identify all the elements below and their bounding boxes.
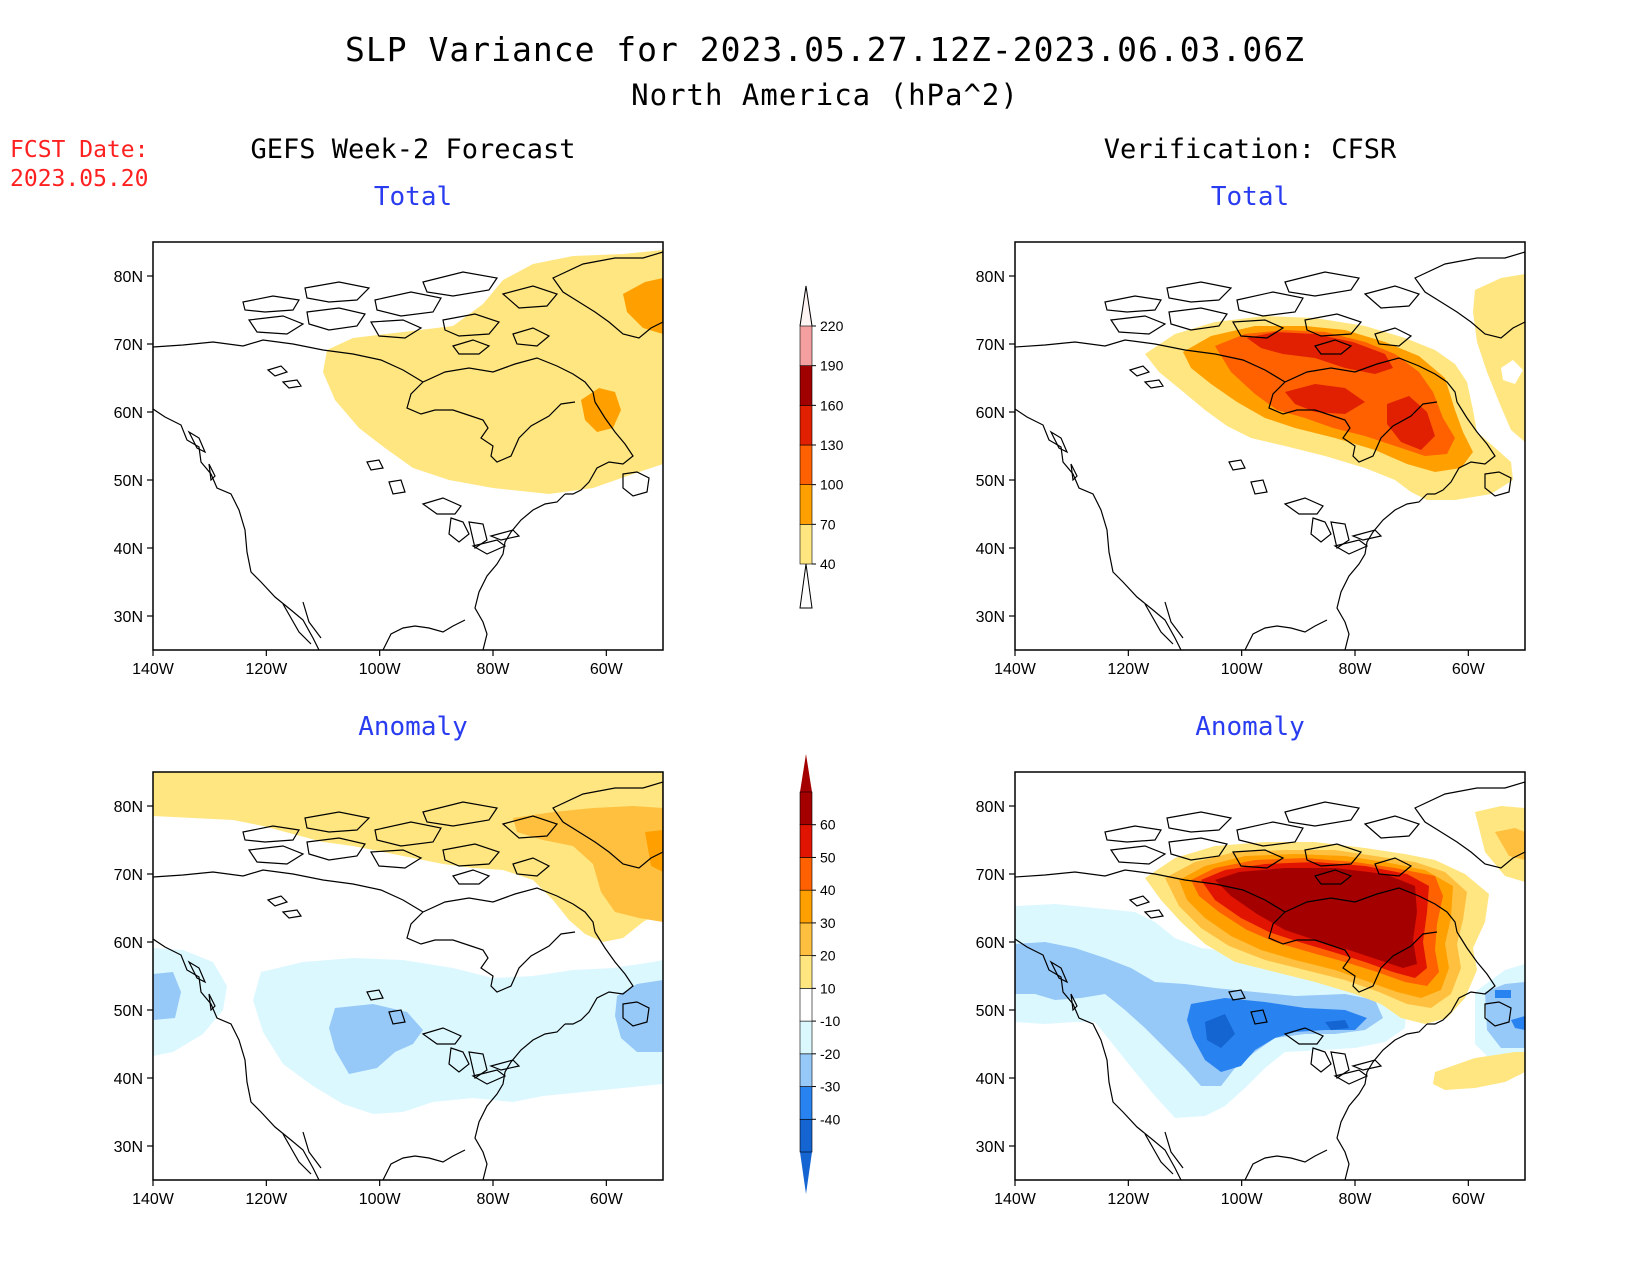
colorbar-anomaly-label: 20 [820, 948, 836, 964]
colorbar-anomaly-swatch [799, 857, 813, 891]
colorbar-anomaly-swatch [799, 824, 813, 858]
lat-tick-label: 30N [976, 609, 1005, 626]
forecast-date-value: 2023.05.20 [10, 166, 149, 192]
colorbar-anomaly-label: 40 [820, 882, 836, 898]
lat-tick-label: 40N [976, 541, 1005, 558]
forecast-date-label: FCST Date: [10, 137, 149, 163]
colorbar-anomaly-label: 30 [820, 915, 836, 931]
lon-tick-label: 120W [245, 1191, 288, 1208]
lon-tick-label: 60W [1452, 1191, 1486, 1208]
colorbar-total: 40 70 100 130 160 190 220 [799, 285, 844, 609]
column-title-forecast: GEFS Week-2 Forecast [250, 134, 576, 165]
colorbar-anomaly-label: -30 [820, 1079, 840, 1095]
lat-tick-label: 70N [976, 337, 1005, 354]
map-panel-anomaly-forecast [152, 771, 664, 1181]
colorbar-total-label: 160 [820, 397, 844, 413]
colorbar-anomaly-label: 10 [820, 980, 836, 996]
colorbar-anomaly-swatch [799, 1118, 813, 1153]
colorbar-total-label: 190 [820, 358, 844, 374]
lon-tick-label: 80W [477, 1191, 511, 1208]
lon-tick-label: 80W [1339, 661, 1373, 678]
lat-tick-label: 40N [114, 541, 143, 558]
lat-tick-label: 50N [976, 473, 1005, 490]
colorbar-total-swatch [799, 484, 813, 525]
lat-tick-label: 40N [976, 1071, 1005, 1088]
colorbar-anomaly-swatch [799, 988, 813, 1022]
colorbar-total-label: 130 [820, 437, 844, 453]
colorbar-total-swatch [799, 524, 813, 565]
colorbar-anomaly-swatch [799, 1053, 813, 1087]
colorbar-anomaly: -40 -30 -20 -10 10 20 30 40 50 60 [799, 754, 840, 1194]
map-axes: 80N 70N 60N 50N 40N 30N 140W 120W 100W 80W 60W 80N 7… [114, 269, 1486, 1208]
lon-tick-label: 60W [590, 661, 624, 678]
lon-tick-label: 100W [1221, 661, 1264, 678]
column-title-verification: Verification: CFSR [1103, 134, 1397, 165]
chart-title: SLP Variance for 2023.05.27.12Z-2023.06.… [345, 30, 1305, 69]
lat-tick-label: 50N [976, 1003, 1005, 1020]
lon-tick-label: 60W [1452, 661, 1486, 678]
map-panel-anomaly-verification [1014, 771, 1526, 1181]
colorbar-anomaly-label: 50 [820, 849, 836, 865]
colorbar-total-swatch [799, 365, 813, 406]
colorbar-anomaly-swatch [799, 955, 813, 989]
panel-title-total-verification: Total [1210, 182, 1290, 212]
lon-tick-label: 100W [359, 1191, 402, 1208]
lon-tick-label: 60W [590, 1191, 624, 1208]
panel-title-anomaly-verification: Anomaly [1195, 712, 1305, 742]
lon-tick-label: 140W [132, 1191, 175, 1208]
map-panel-total-forecast [152, 241, 664, 651]
map-panel-total-verification [1014, 241, 1526, 651]
lat-tick-label: 40N [114, 1071, 143, 1088]
colorbar-total-label: 100 [820, 477, 844, 493]
colorbar-total-swatch [799, 444, 813, 485]
lon-tick-label: 140W [994, 1191, 1037, 1208]
lon-tick-label: 140W [994, 661, 1037, 678]
colorbar-anomaly-swatch [799, 1086, 813, 1120]
lat-tick-label: 60N [976, 935, 1005, 952]
lon-tick-label: 80W [1339, 1191, 1373, 1208]
lon-tick-label: 80W [477, 661, 511, 678]
lat-tick-label: 80N [976, 799, 1005, 816]
lon-tick-label: 120W [1107, 1191, 1150, 1208]
lat-tick-label: 60N [976, 405, 1005, 422]
lat-tick-label: 70N [976, 867, 1005, 884]
colorbar-total-label: 220 [820, 318, 844, 334]
lon-tick-label: 100W [1221, 1191, 1264, 1208]
lat-tick-label: 50N [114, 1003, 143, 1020]
lat-tick-label: 80N [114, 799, 143, 816]
lat-tick-label: 30N [114, 1139, 143, 1156]
chart-subtitle: North America (hPa^2) [631, 78, 1019, 112]
colorbar-anomaly-label: -10 [820, 1013, 840, 1029]
colorbar-anomaly-label: -40 [820, 1111, 840, 1127]
lat-tick-label: 60N [114, 935, 143, 952]
lat-tick-label: 70N [114, 337, 143, 354]
lon-tick-label: 100W [359, 661, 402, 678]
lon-tick-label: 120W [245, 661, 288, 678]
colorbar-total-swatch [799, 405, 813, 446]
lat-tick-label: 80N [114, 269, 143, 286]
lat-tick-label: 50N [114, 473, 143, 490]
lat-tick-label: 30N [976, 1139, 1005, 1156]
colorbar-total-label: 40 [820, 556, 836, 572]
lat-tick-label: 80N [976, 269, 1005, 286]
lat-tick-label: 30N [114, 609, 143, 626]
colorbar-total-swatch [799, 325, 813, 366]
lon-tick-label: 140W [132, 661, 175, 678]
colorbar-anomaly-swatch [799, 922, 813, 956]
lat-tick-label: 70N [114, 867, 143, 884]
forecast-date-block: FCST Date: 2023.05.20 [10, 136, 148, 194]
colorbar-anomaly-label: -20 [820, 1046, 840, 1062]
colorbar-anomaly-swatch [799, 791, 813, 826]
colorbar-anomaly-swatch [799, 1020, 813, 1055]
colorbar-total-label: 70 [820, 516, 836, 532]
panel-title-anomaly-forecast: Anomaly [358, 712, 468, 742]
panel-title-total-forecast: Total [373, 182, 453, 212]
lon-tick-label: 120W [1107, 661, 1150, 678]
colorbar-anomaly-label: 60 [820, 817, 836, 833]
lat-tick-label: 60N [114, 405, 143, 422]
colorbar-anomaly-swatch [799, 889, 813, 924]
